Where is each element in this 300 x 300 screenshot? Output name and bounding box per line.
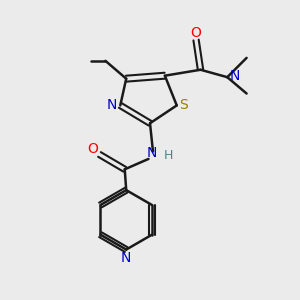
Text: N: N bbox=[107, 98, 117, 112]
Text: N: N bbox=[230, 69, 240, 83]
Text: S: S bbox=[179, 98, 188, 112]
Text: N: N bbox=[121, 251, 131, 265]
Text: O: O bbox=[88, 142, 98, 156]
Text: N: N bbox=[146, 146, 157, 160]
Text: O: O bbox=[190, 26, 202, 40]
Text: H: H bbox=[164, 148, 173, 162]
